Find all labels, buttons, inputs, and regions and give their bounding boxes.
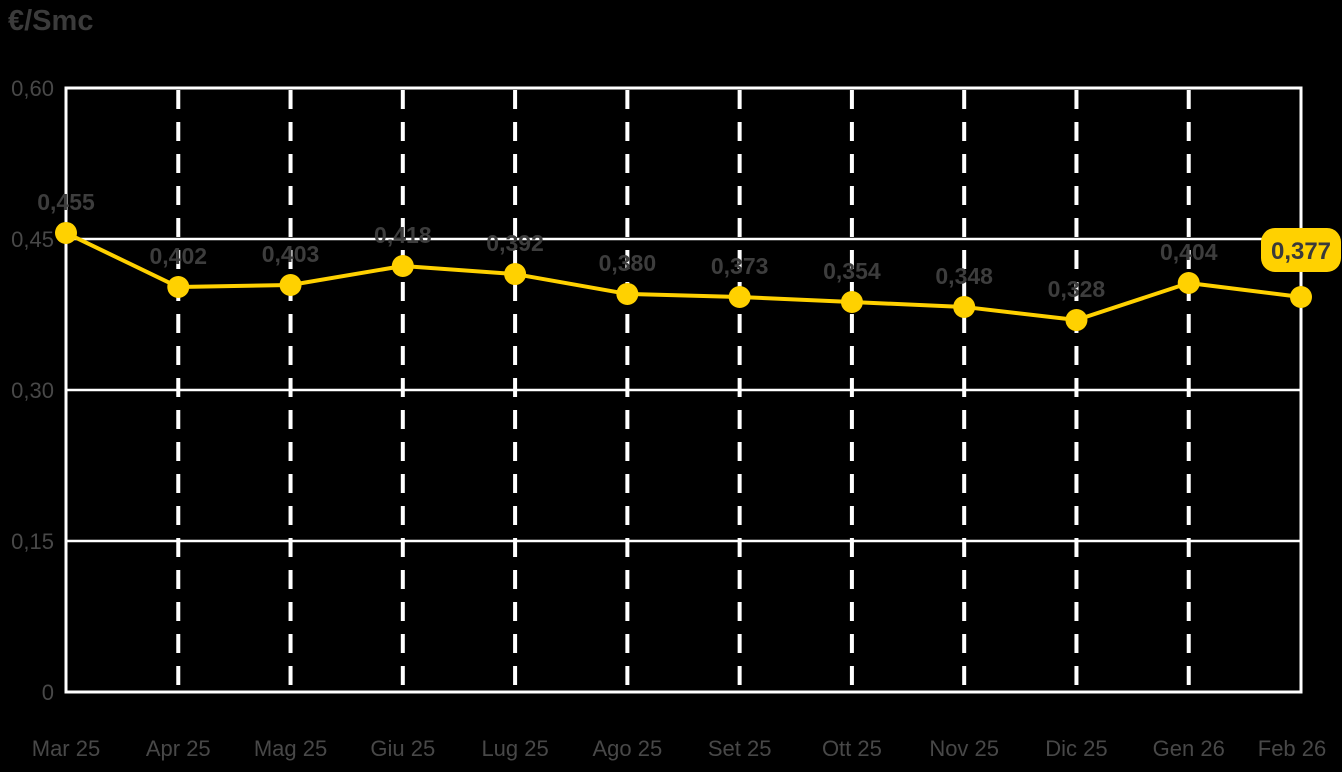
data-point-apr-25 bbox=[167, 276, 190, 299]
data-point-label: 0,373 bbox=[711, 253, 769, 279]
y-tick-label: 0,45 bbox=[11, 227, 54, 252]
data-point-label: 0,392 bbox=[486, 230, 544, 256]
data-point-lug-25 bbox=[504, 263, 527, 286]
data-point-label: 0,455 bbox=[37, 189, 95, 215]
y-tick-label: 0,60 bbox=[11, 76, 54, 101]
y-tick-label: 0,15 bbox=[11, 529, 54, 554]
y-tick-label: 0 bbox=[42, 680, 54, 705]
x-tick-label: Ago 25 bbox=[592, 736, 662, 761]
data-point-label: 0,354 bbox=[823, 258, 881, 284]
data-point-nov-25 bbox=[953, 295, 976, 318]
x-tick-label: Dic 25 bbox=[1045, 736, 1107, 761]
x-tick-label: Nov 25 bbox=[929, 736, 999, 761]
x-tick-label: Mag 25 bbox=[254, 736, 327, 761]
data-point-label: 0,348 bbox=[935, 263, 993, 289]
data-point-label: 0,404 bbox=[1160, 239, 1218, 265]
data-point-set-25 bbox=[728, 285, 751, 308]
series-line bbox=[65, 231, 1302, 323]
x-tick-label: Giu 25 bbox=[370, 736, 435, 761]
data-point-ago-25 bbox=[616, 282, 639, 305]
data-point-ott-25 bbox=[840, 291, 863, 314]
x-tick-label: Gen 26 bbox=[1153, 736, 1225, 761]
x-tick-label: Set 25 bbox=[708, 736, 772, 761]
y-tick-label: 0,30 bbox=[11, 378, 54, 403]
data-point-label: 0,328 bbox=[1048, 276, 1106, 302]
x-tick-label: Lug 25 bbox=[481, 736, 548, 761]
data-point-gen-26 bbox=[1177, 271, 1200, 294]
y-axis-unit-label: €/Smc bbox=[8, 5, 94, 37]
data-point-label: 0,403 bbox=[262, 241, 320, 267]
data-point-label: 0,380 bbox=[599, 250, 657, 276]
x-tick-label: Feb 26 bbox=[1258, 736, 1327, 761]
data-point-mag-25 bbox=[279, 274, 302, 297]
data-point-feb-26 bbox=[1290, 285, 1312, 308]
x-tick-label: Ott 25 bbox=[822, 736, 882, 761]
data-point-dic-25 bbox=[1065, 309, 1088, 332]
data-point-label: 0,418 bbox=[374, 222, 432, 248]
x-tick-label: Apr 25 bbox=[146, 736, 211, 761]
x-tick-label: Mar 25 bbox=[32, 736, 100, 761]
data-point-mar-25 bbox=[55, 221, 77, 244]
highlight-badge-label: 0,377 bbox=[1271, 238, 1331, 265]
plot-border bbox=[64, 86, 1303, 694]
data-point-giu-25 bbox=[391, 254, 414, 277]
highlight-badge bbox=[1261, 227, 1341, 272]
data-point-label: 0,402 bbox=[149, 243, 207, 269]
